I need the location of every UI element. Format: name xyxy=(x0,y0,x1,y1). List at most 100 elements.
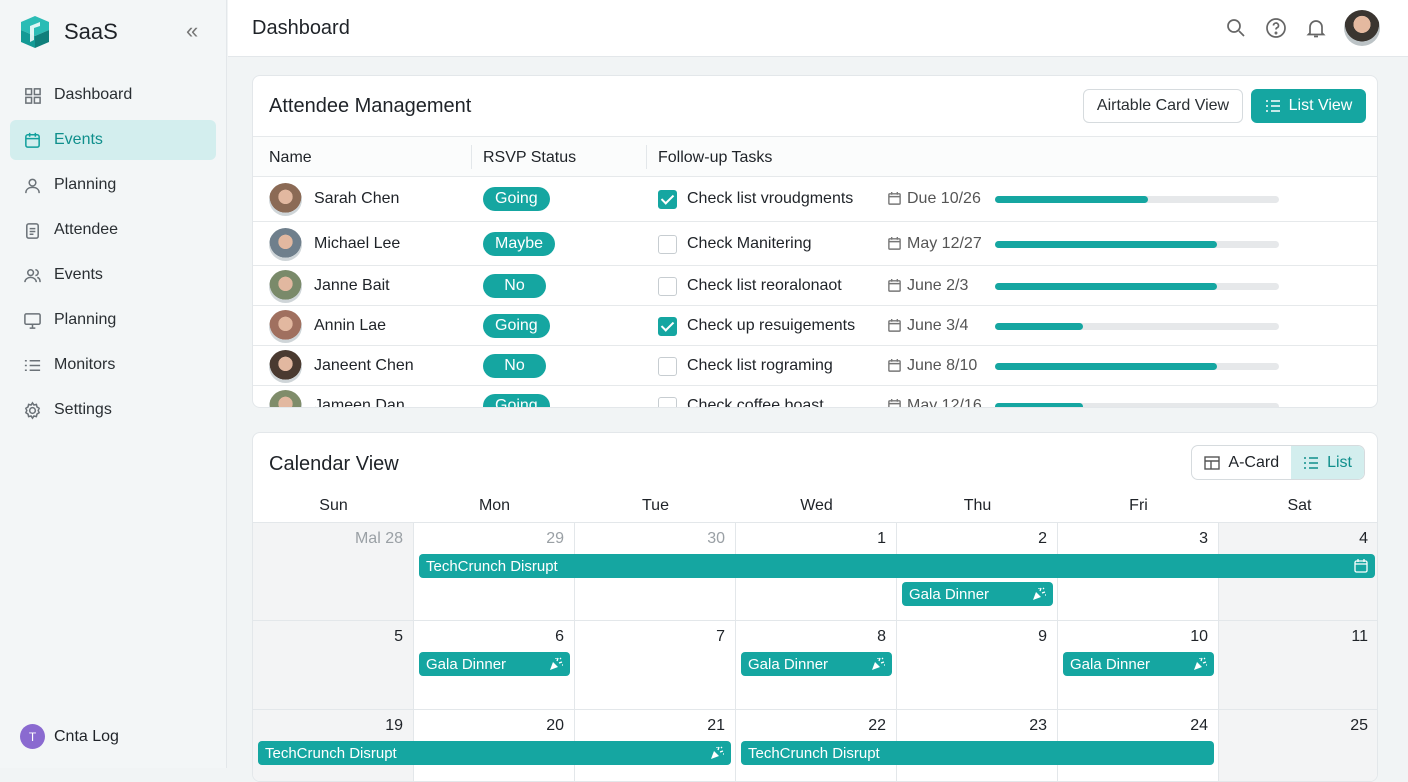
avatar xyxy=(269,227,302,261)
task-checkbox[interactable] xyxy=(658,190,677,209)
list-view-button[interactable]: List View xyxy=(1251,89,1366,123)
party-popper-icon xyxy=(1194,657,1207,670)
day-number: 25 xyxy=(1350,717,1368,734)
attendee-name: Sarah Chen xyxy=(314,190,400,207)
layout-icon xyxy=(1204,455,1221,470)
weekday-header: Mon xyxy=(478,497,511,514)
calendar-icon xyxy=(888,398,901,407)
task-checkbox[interactable] xyxy=(658,316,677,336)
calendar-day-cell[interactable]: 7 xyxy=(575,621,736,710)
calendar-icon xyxy=(888,278,901,292)
weekday-header: Wed xyxy=(800,497,833,514)
calendar-day-cell[interactable]: 11 xyxy=(1219,621,1377,710)
task-checkbox[interactable] xyxy=(658,276,677,296)
view-toggle: A-Card List xyxy=(1191,445,1365,480)
collapse-sidebar-icon[interactable]: « xyxy=(186,18,199,43)
calendar-day-cell[interactable]: 6 xyxy=(414,621,575,710)
list-toggle[interactable]: List xyxy=(1291,446,1364,479)
brand[interactable]: SaaS xyxy=(18,14,118,50)
user-profile[interactable]: T Cnta Log xyxy=(20,724,119,749)
search-icon[interactable] xyxy=(1224,16,1248,40)
calendar-day-cell[interactable]: Mal 28 xyxy=(253,523,414,621)
due-date: June 8/10 xyxy=(907,356,978,374)
attendee-name: Janne Bait xyxy=(314,276,390,294)
rsvp-status-badge[interactable]: Maybe xyxy=(483,231,556,256)
weekday-header: Tue xyxy=(642,497,669,514)
rsvp-status-badge[interactable]: No xyxy=(483,353,546,378)
due-date: May 12/27 xyxy=(907,234,982,252)
calendar-event[interactable]: Gala Dinner xyxy=(741,652,892,676)
calendar-icon xyxy=(888,191,901,205)
table-row: Jameen Dan Going Check coffee boast May … xyxy=(253,386,1377,408)
sidebar-item-planning[interactable]: Planning xyxy=(10,165,216,205)
task-progress-bar xyxy=(995,362,1279,370)
calendar-day-cell[interactable]: 9 xyxy=(897,621,1058,710)
list-icon xyxy=(1304,456,1319,469)
a-card-toggle[interactable]: A-Card xyxy=(1192,446,1291,479)
day-number: 2 xyxy=(1038,530,1047,547)
calendar-event[interactable]: Gala Dinner xyxy=(419,652,570,676)
day-number: 4 xyxy=(1359,530,1368,547)
help-icon[interactable] xyxy=(1264,16,1288,40)
gear-icon xyxy=(24,401,41,419)
task-label: Check up resuigements xyxy=(687,316,856,334)
rsvp-status-badge[interactable]: Going xyxy=(483,393,550,407)
task-progress-bar xyxy=(995,282,1279,290)
due-date: June 2/3 xyxy=(907,276,969,294)
rsvp-status-badge[interactable]: Going xyxy=(483,187,550,211)
sidebar-item-monitors[interactable]: Monitors xyxy=(10,345,216,385)
event-title: Gala Dinner xyxy=(909,585,990,603)
weekday-header: Thu xyxy=(963,497,992,514)
party-popper-icon xyxy=(550,657,563,670)
calendar-icon xyxy=(25,132,40,148)
day-number: 1 xyxy=(877,530,886,547)
list-view-label: List View xyxy=(1288,97,1353,114)
column-header-tasks: Follow-up Tasks xyxy=(658,149,773,166)
rsvp-status-badge[interactable]: No xyxy=(483,273,546,298)
calendar-icon xyxy=(1354,559,1368,573)
calendar-day-cell[interactable]: 8 xyxy=(736,621,897,710)
brand-name: SaaS xyxy=(64,19,118,44)
list-icon xyxy=(24,359,41,371)
task-checkbox[interactable] xyxy=(658,396,677,407)
sidebar-item-dashboard[interactable]: Dashboard xyxy=(10,75,216,115)
calendar-event[interactable]: TechCrunch Disrupt xyxy=(258,741,731,765)
sidebar-item-attendee[interactable]: Attendee xyxy=(10,210,216,250)
calendar-event[interactable]: Gala Dinner xyxy=(902,582,1053,606)
calendar-day-cell[interactable]: 5 xyxy=(253,621,414,710)
sidebar-item-settings[interactable]: Settings xyxy=(10,390,216,430)
sidebar-item-events[interactable]: Events xyxy=(10,120,216,160)
event-title: TechCrunch Disrupt xyxy=(265,744,397,762)
task-progress-bar xyxy=(995,240,1279,248)
calendar-day-cell[interactable]: 24 xyxy=(1058,710,1219,781)
due-date: June 3/4 xyxy=(907,316,969,334)
task-label: Check list rograming xyxy=(687,356,833,374)
sidebar-item-label: Settings xyxy=(54,401,112,418)
grid-icon xyxy=(25,87,41,104)
task-checkbox[interactable] xyxy=(658,356,677,376)
day-number: 30 xyxy=(707,530,725,547)
card-title: Attendee Management xyxy=(269,95,472,117)
day-number: 19 xyxy=(385,717,403,734)
calendar-day-cell[interactable]: 10 xyxy=(1058,621,1219,710)
task-checkbox[interactable] xyxy=(658,234,677,254)
event-title: TechCrunch Disrupt xyxy=(748,744,880,762)
sidebar-item-label: Dashboard xyxy=(54,86,133,103)
sidebar-item-planning[interactable]: Planning xyxy=(10,300,216,340)
attendee-management-card: Attendee Management Airtable Card View L… xyxy=(252,75,1378,408)
day-number: 24 xyxy=(1190,717,1208,734)
sidebar-item-events[interactable]: Events xyxy=(10,255,216,295)
airtable-card-view-button[interactable]: Airtable Card View xyxy=(1083,89,1243,123)
calendar-grid: Mal 28 29 30 1 2 3 4 5 6 7 8 9 10 11 19 20 21 22 23 24 25 Tec… xyxy=(253,522,1377,781)
calendar-day-cell[interactable]: 25 xyxy=(1219,710,1377,781)
user-avatar[interactable] xyxy=(1344,10,1380,46)
calendar-event[interactable]: TechCrunch Disrupt xyxy=(741,741,1214,765)
calendar-event[interactable]: Gala Dinner xyxy=(1063,652,1214,676)
calendar-event[interactable]: TechCrunch Disrupt xyxy=(419,554,1375,578)
task-label: Check coffee boast xyxy=(687,396,824,408)
sidebar-item-label: Events xyxy=(54,131,103,148)
rsvp-status-badge[interactable]: Going xyxy=(483,313,550,338)
calendar-day-cell[interactable]: 21 xyxy=(575,710,736,781)
avatar: T xyxy=(20,724,45,749)
bell-icon[interactable] xyxy=(1304,16,1328,40)
